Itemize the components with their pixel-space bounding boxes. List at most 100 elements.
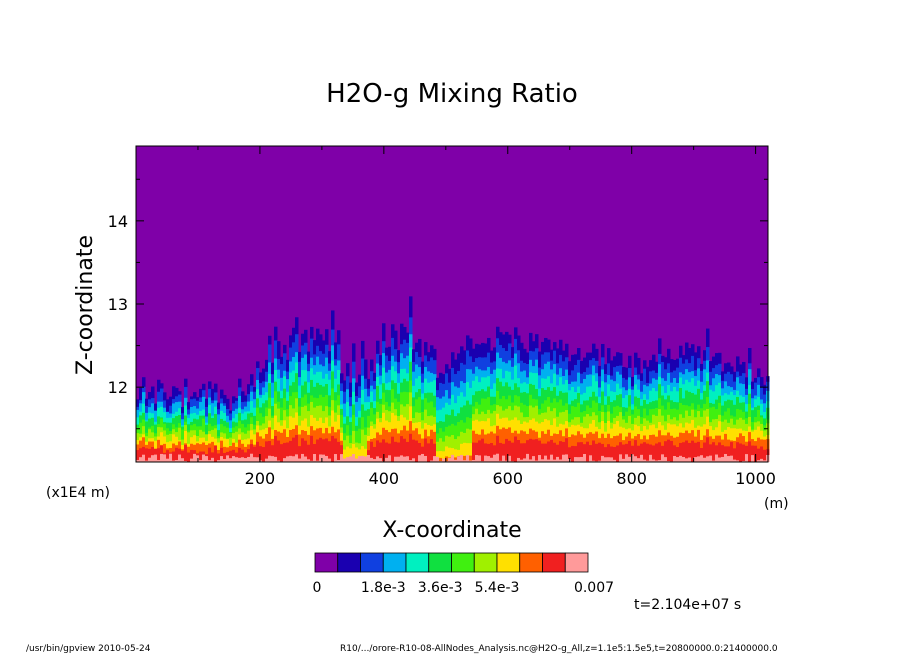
colorbar-label: 1.8e-3 — [361, 580, 406, 596]
contour-band — [667, 439, 671, 462]
contour-band — [325, 438, 329, 462]
contour-band — [415, 440, 419, 462]
contour-band — [493, 445, 497, 462]
contour-band — [223, 459, 227, 462]
contour-band — [289, 455, 293, 462]
contour-band — [316, 460, 320, 462]
chart-title: H2O-g Mixing Ratio — [326, 79, 578, 109]
contour-band — [685, 458, 689, 462]
contour-band — [742, 460, 746, 462]
contour-band — [286, 442, 290, 462]
contour-band — [397, 456, 401, 462]
contour-band — [757, 448, 761, 462]
x-tick-label: 400 — [369, 469, 400, 488]
contour-band — [700, 455, 704, 462]
contour-band — [730, 455, 734, 462]
contour-band — [148, 457, 152, 462]
contour-band — [559, 459, 563, 462]
contour-band — [346, 446, 350, 462]
contour-band — [229, 450, 233, 462]
contour-band — [328, 458, 332, 462]
contour-band — [661, 454, 665, 462]
contour-band — [454, 457, 458, 462]
contour-band — [250, 453, 254, 462]
contour-band — [610, 457, 614, 462]
contour-band — [310, 435, 314, 462]
contour-band — [643, 442, 647, 462]
contour-band — [280, 444, 284, 462]
contour-band — [136, 450, 140, 462]
contour-band — [364, 448, 368, 462]
colorbar — [314, 552, 589, 573]
contour-band — [547, 441, 551, 462]
colorbar-label: 3.6e-3 — [418, 580, 463, 596]
y-tick-label: 13 — [108, 295, 128, 314]
contour-band — [220, 456, 224, 462]
contour-band — [145, 460, 149, 462]
contour-band — [526, 453, 530, 462]
contour-band — [745, 445, 749, 462]
contour-band — [244, 458, 248, 462]
contour-band — [394, 456, 398, 462]
colorbar-swatch — [382, 552, 407, 573]
contour-band — [304, 440, 308, 462]
contour-band — [412, 439, 416, 462]
contour-band — [145, 448, 149, 462]
contour-band — [544, 455, 548, 462]
contour-band — [469, 443, 473, 462]
contour-band — [442, 458, 446, 462]
contour-band — [349, 448, 353, 462]
contour-band — [670, 440, 674, 462]
contour-band — [664, 457, 668, 462]
contour-band — [550, 454, 554, 462]
contour-band — [301, 438, 305, 462]
contour-band — [454, 459, 458, 462]
contour-band — [514, 436, 518, 462]
contour-band — [622, 458, 626, 462]
contour-band — [397, 442, 401, 462]
contour-band — [334, 438, 338, 462]
contour-band — [589, 455, 593, 462]
contour-band — [649, 444, 653, 462]
contour-band — [157, 448, 161, 462]
contour-band — [238, 447, 242, 462]
contour-band — [223, 452, 227, 462]
contour-band — [271, 456, 275, 462]
contour-band — [460, 454, 464, 462]
contour-band — [337, 441, 341, 462]
contour-band — [652, 445, 656, 462]
contour-band — [583, 454, 587, 462]
contour-band — [565, 454, 569, 462]
contour-band — [364, 456, 368, 462]
contour-band — [544, 443, 548, 462]
contour-band — [691, 440, 695, 462]
contour-band — [346, 457, 350, 462]
contour-band — [541, 459, 545, 462]
contour-band — [175, 447, 179, 462]
contour-band — [400, 455, 404, 462]
contour-band — [142, 454, 146, 462]
contour-band — [763, 460, 767, 462]
contour-band — [199, 460, 203, 462]
contour-band — [523, 443, 527, 462]
contour-band — [295, 434, 299, 462]
contour-band — [364, 434, 368, 462]
colorbar-swatch — [337, 552, 361, 573]
contour-band — [265, 458, 269, 462]
contour-band — [292, 456, 296, 462]
contour-band — [760, 458, 764, 462]
x-axis-label: X-coordinate — [382, 518, 521, 543]
contour-band — [352, 454, 356, 462]
contour-band — [178, 454, 182, 462]
contour-band — [592, 460, 596, 462]
contour-band — [307, 444, 311, 462]
contour-band — [217, 453, 221, 462]
contour-band — [757, 460, 761, 462]
contour-band — [613, 459, 617, 462]
contour-band — [274, 456, 278, 462]
contour-band — [370, 441, 374, 462]
contour-band — [403, 438, 407, 462]
contour-band — [736, 442, 740, 462]
contour-band — [505, 438, 509, 462]
